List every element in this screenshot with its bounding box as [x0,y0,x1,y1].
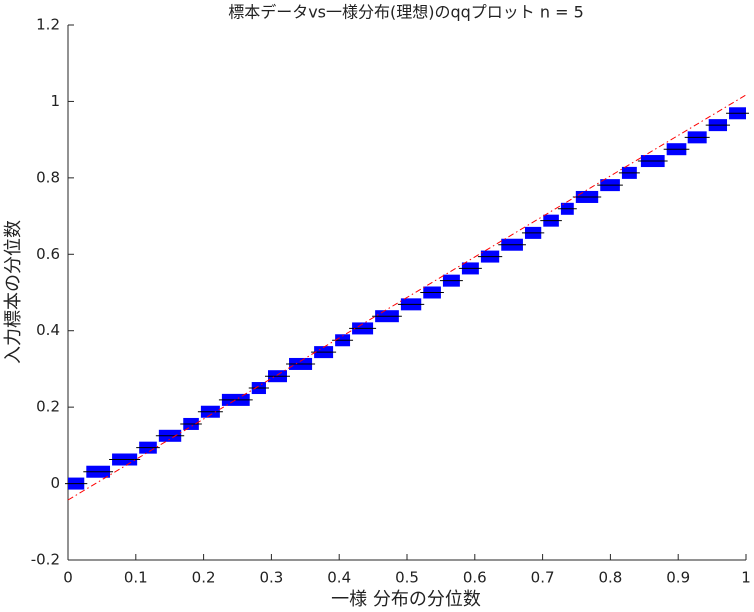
x-tick-label: 0.9 [666,569,690,587]
chart-title: 標本データvs一様分布(理想)のqqプロット n = 5 [228,3,584,22]
x-tick-label: 0.8 [598,569,622,587]
y-tick-label: 1 [50,92,60,110]
y-axis-label: 入力標本の分位数 [3,220,24,364]
y-tick-label: 1.2 [36,16,60,34]
x-tick-label: 1 [741,569,751,587]
y-tick-label: 0.2 [36,398,60,416]
x-tick-label: 0.7 [531,569,555,587]
x-tick-label: 0.2 [192,569,216,587]
reference-line [67,94,747,501]
x-tick-label: 0 [63,569,73,587]
x-tick-label: 0.4 [327,569,351,587]
y-tick-label: 0 [50,474,60,492]
x-tick-label: 0.1 [124,569,148,587]
x-tick-label: 0.5 [395,569,419,587]
x-tick-label: 0.3 [259,569,283,587]
y-tick-label: 0.8 [36,168,60,186]
y-tick-label: 0.6 [36,245,60,263]
x-tick-label: 0.6 [463,569,487,587]
y-tick-label: -0.2 [31,551,60,569]
y-tick-label: 0.4 [36,321,60,339]
x-axis-label: 一様 分布の分位数 [331,589,481,610]
